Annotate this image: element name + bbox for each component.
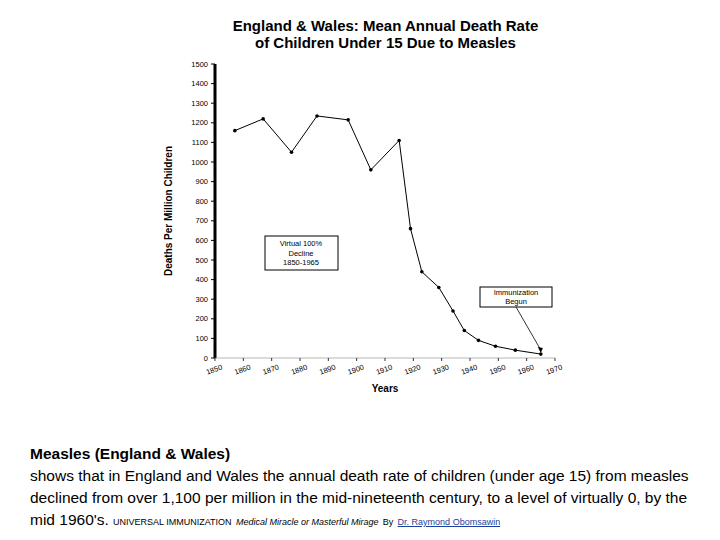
data-point (233, 129, 237, 133)
annotation-box (480, 287, 552, 307)
x-tick-label: 1930 (431, 363, 450, 377)
data-point (315, 114, 319, 118)
x-tick-label: 1900 (346, 363, 365, 377)
y-tick-label: 500 (195, 256, 208, 265)
x-tick-label: 1940 (460, 363, 479, 377)
data-point (451, 309, 455, 313)
caption-text: shows that in England and Wales the annu… (30, 465, 702, 533)
y-axis (214, 64, 217, 358)
x-tick (356, 358, 357, 361)
x-tick (470, 358, 471, 361)
data-point (463, 329, 467, 333)
y-tick-label: 100 (195, 334, 208, 343)
data-point (290, 150, 294, 154)
x-tick-label: 1870 (261, 363, 280, 377)
y-axis-label: Deaths Per Million Children (163, 146, 174, 276)
y-tick (211, 299, 215, 300)
x-axis-label: Years (372, 383, 399, 394)
y-tick-label: 0 (204, 354, 208, 363)
annotation-arrowhead (538, 347, 543, 353)
y-tick-label: 1500 (191, 60, 208, 69)
y-tick (211, 260, 215, 261)
caption: Measles (England & Wales)shows that in E… (30, 443, 702, 533)
y-tick-label: 800 (195, 197, 208, 206)
annotation-text: 1850-1965 (283, 258, 319, 267)
annotation-text: Virtual 100% (280, 239, 323, 248)
y-tick (211, 220, 215, 221)
x-tick-label: 1850 (205, 363, 224, 377)
y-tick (211, 240, 215, 241)
y-tick (211, 318, 215, 319)
y-tick-label: 900 (195, 177, 208, 186)
y-tick (211, 162, 215, 163)
y-tick-label: 1300 (191, 99, 208, 108)
y-tick-label: 200 (195, 314, 208, 323)
y-tick (211, 142, 215, 143)
x-tick (441, 358, 442, 361)
y-tick-label: 300 (195, 295, 208, 304)
source-subtitle: Medical Miracle or Masterful Mirage (236, 517, 379, 527)
chart-title: England & Wales: Mean Annual Death Rate … (228, 17, 543, 51)
y-tick (211, 103, 215, 104)
data-point (494, 344, 498, 348)
x-tick (498, 358, 499, 361)
y-tick (211, 279, 215, 280)
y-tick-label: 1400 (191, 79, 208, 88)
source-author: Dr. Raymond Obomsawin (398, 517, 501, 527)
data-line (235, 116, 541, 354)
y-tick-label: 1100 (192, 138, 208, 147)
data-point (477, 339, 481, 343)
x-tick-label: 1860 (233, 363, 252, 377)
y-tick-label: 1200 (191, 118, 208, 127)
y-tick-label: 600 (195, 236, 208, 245)
x-tick-label: 1880 (290, 363, 309, 377)
y-tick (211, 358, 215, 359)
data-point (346, 118, 350, 122)
annotation-arrow (516, 307, 541, 350)
x-tick-label: 1920 (403, 363, 422, 377)
data-point (369, 168, 373, 172)
y-tick (211, 122, 215, 123)
x-tick (413, 358, 414, 361)
x-tick (271, 358, 272, 361)
data-point (420, 270, 424, 274)
x-tick (385, 358, 386, 361)
y-tick-label: 400 (195, 275, 208, 284)
x-tick (300, 358, 301, 361)
source-title: UNIVERSAL IMMUNIZATION (113, 517, 232, 527)
x-tick (243, 358, 244, 361)
data-point (261, 117, 265, 121)
x-tick-label: 1970 (545, 363, 564, 377)
x-tick-label: 1890 (318, 363, 337, 377)
y-tick (211, 201, 215, 202)
annotation-box (265, 236, 338, 270)
x-tick-label: 1910 (375, 363, 394, 377)
x-tick-label: 1950 (488, 363, 507, 377)
x-tick (215, 358, 216, 361)
x-tick (526, 358, 527, 361)
data-point (437, 286, 441, 290)
y-tick (211, 181, 215, 182)
y-tick (211, 83, 215, 84)
annotation-text: Begun (505, 297, 527, 306)
data-point (409, 227, 413, 231)
source-by: By (383, 517, 394, 527)
plot-marks (233, 114, 543, 356)
data-point (514, 348, 518, 352)
x-tick (555, 358, 556, 361)
x-tick-label: 1960 (516, 363, 535, 377)
data-point (397, 139, 401, 143)
y-tick (211, 64, 215, 65)
y-tick-label: 1000 (191, 158, 208, 167)
annotation-text: Decline (288, 249, 313, 258)
y-tick (211, 338, 215, 339)
y-tick-label: 700 (195, 216, 208, 225)
x-tick (328, 358, 329, 361)
caption-heading: Measles (England & Wales) (30, 443, 702, 465)
